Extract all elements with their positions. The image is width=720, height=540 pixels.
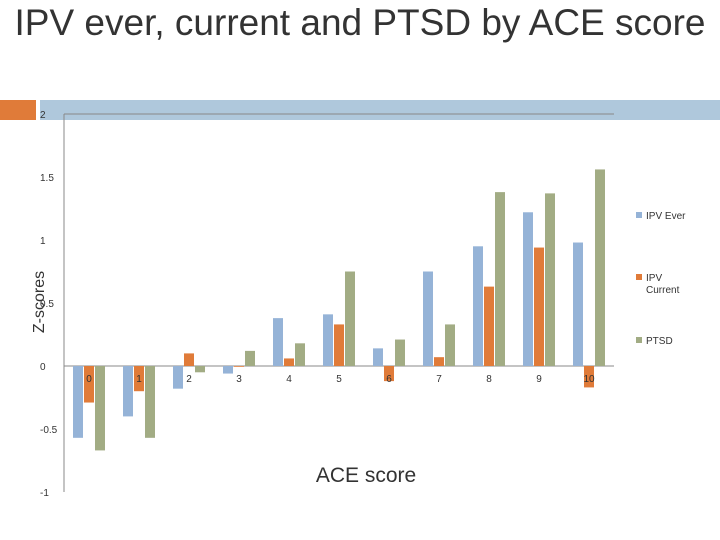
x-tick-label: 10	[583, 374, 595, 385]
x-tick-label: 7	[436, 374, 442, 385]
bar-ptsd-7	[445, 324, 455, 366]
bar-ptsd-10	[595, 169, 605, 366]
bar-ptsd-4	[295, 343, 305, 366]
chart-labels: 0 1 2 3 4 5 6 7 8 9 10	[86, 374, 595, 385]
bar-ipv-current-2	[184, 353, 194, 366]
bar-ipv-ever-0	[73, 366, 83, 438]
chart-legend: IPV Ever IPV Current PTSD	[636, 211, 686, 347]
bar-ptsd-0	[95, 366, 105, 451]
y-axis-label: Z-scores	[31, 271, 48, 333]
bar-ipv-ever-2	[173, 366, 183, 389]
y-tick-label: 0.5	[40, 299, 54, 310]
bar-ipv-current-9	[534, 247, 544, 366]
legend-swatch-1	[636, 212, 642, 218]
y-tick-label: -1	[40, 488, 49, 499]
bar-ipv-current-5	[334, 324, 344, 366]
y-tick-label: 1.5	[40, 173, 54, 184]
title-band-accent-right	[40, 100, 720, 120]
y-tick-label: -0.5	[40, 425, 58, 436]
bar-ipv-ever-7	[423, 271, 433, 366]
y-tick-label: 0	[40, 362, 46, 373]
bar-ipv-current-3	[234, 366, 244, 367]
bar-ipv-current-0	[84, 366, 94, 403]
title-band-accent-left	[0, 100, 36, 120]
x-tick-label: 5	[336, 374, 342, 385]
bar-ipv-ever-10	[573, 242, 583, 366]
chart-bars	[73, 169, 605, 451]
x-axis-label: ACE score	[316, 464, 416, 487]
bar-ptsd-1	[145, 366, 155, 438]
bar-ipv-ever-1	[123, 366, 133, 417]
bar-ipv-ever-5	[323, 314, 333, 366]
x-tick-label: 6	[386, 374, 392, 385]
y-tick-label: 1	[40, 236, 46, 247]
bar-ipv-ever-4	[273, 318, 283, 366]
x-tick-label: 4	[286, 374, 292, 385]
legend-label: PTSD	[646, 336, 673, 347]
bar-ipv-ever-3	[223, 366, 233, 374]
x-tick-label: 8	[486, 374, 492, 385]
bar-ipv-current-7	[434, 357, 444, 366]
x-tick-label: 1	[136, 374, 142, 385]
legend-label: IPV Current	[646, 273, 680, 296]
chart-title: IPV ever, current and PTSD by ACE score	[14, 2, 706, 43]
bar-ipv-current-6	[384, 366, 394, 382]
bar-ipv-current-10	[584, 366, 594, 388]
x-tick-label: 0	[86, 374, 92, 385]
bar-ipv-ever-6	[373, 348, 383, 366]
bar-ipv-ever-9	[523, 212, 533, 366]
bar-ipv-current-1	[134, 366, 144, 392]
bar-ptsd-6	[395, 339, 405, 366]
bar-ptsd-9	[545, 193, 555, 366]
bar-ptsd-2	[195, 366, 205, 373]
x-tick-label: 2	[186, 374, 192, 385]
bar-ptsd-5	[345, 271, 355, 366]
legend-swatch-2	[636, 274, 642, 280]
x-tick-label: 9	[536, 374, 542, 385]
bar-ptsd-8	[495, 192, 505, 366]
bar-ipv-ever-8	[473, 246, 483, 366]
x-tick-label: 3	[236, 374, 242, 385]
legend-label: IPV Ever	[646, 211, 686, 222]
y-tick-label: 2	[40, 110, 46, 121]
bar-ipv-current-8	[484, 286, 494, 366]
bar-ipv-current-4	[284, 358, 294, 366]
bar-ptsd-3	[245, 350, 255, 366]
legend-swatch-3	[636, 337, 642, 343]
